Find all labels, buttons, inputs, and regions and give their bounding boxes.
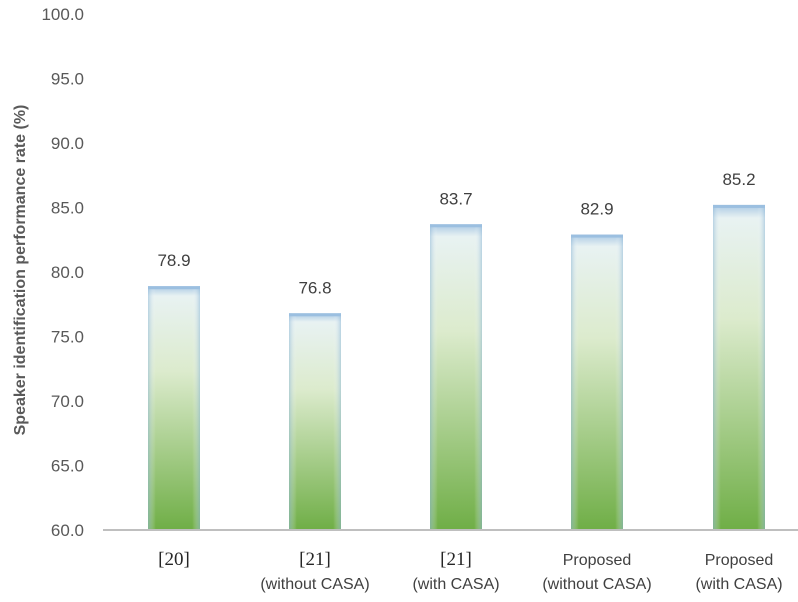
bar-top-edge	[430, 224, 482, 228]
category-label-line2: (without CASA)	[260, 576, 369, 593]
y-tick-label: 90.0	[51, 134, 84, 153]
y-tick-label: 100.0	[41, 5, 84, 24]
category-label-line1: Proposed	[563, 552, 632, 569]
y-tick-label: 85.0	[51, 199, 84, 218]
y-tick-label: 70.0	[51, 392, 84, 411]
data-label: 82.9	[580, 200, 613, 219]
category-label-line2: (with CASA)	[412, 576, 499, 593]
x-axis-labels: [20] [21] (without CASA) [21] (with CASA) Pro…	[158, 549, 782, 593]
bar-edge-shading	[430, 224, 482, 530]
data-label: 85.2	[722, 170, 755, 189]
bar-edge-shading	[713, 204, 765, 531]
category-label-line1: [21]	[440, 549, 472, 570]
bar-top-edge	[713, 204, 765, 208]
category-label-line1: [21]	[299, 549, 331, 570]
category-label-line2: (without CASA)	[542, 576, 651, 593]
bar-edge-shading	[148, 286, 200, 530]
bar-top-edge	[571, 234, 623, 238]
category-label-line1: [20]	[158, 549, 190, 570]
y-axis-ticks: 60.0 65.0 70.0 75.0 80.0 85.0 90.0 95.0 100.0	[41, 5, 84, 540]
y-tick-label: 60.0	[51, 521, 84, 540]
y-axis-label: Speaker identification performance rate …	[12, 105, 29, 436]
data-label: 83.7	[439, 189, 472, 208]
y-tick-label: 75.0	[51, 328, 84, 347]
category-label-line1: Proposed	[705, 552, 774, 569]
bars: 78.9 76.8 83.7 82.9 85.2	[148, 170, 765, 531]
bar-edge-shading	[289, 313, 341, 530]
y-tick-label: 95.0	[51, 70, 84, 89]
data-label: 76.8	[298, 278, 331, 297]
y-tick-label: 65.0	[51, 457, 84, 476]
bar-top-edge	[289, 313, 341, 317]
bar-edge-shading	[571, 234, 623, 530]
category-label-line2: (with CASA)	[695, 576, 782, 593]
data-label: 78.9	[157, 251, 190, 270]
bar-top-edge	[148, 286, 200, 290]
y-tick-label: 80.0	[51, 263, 84, 282]
